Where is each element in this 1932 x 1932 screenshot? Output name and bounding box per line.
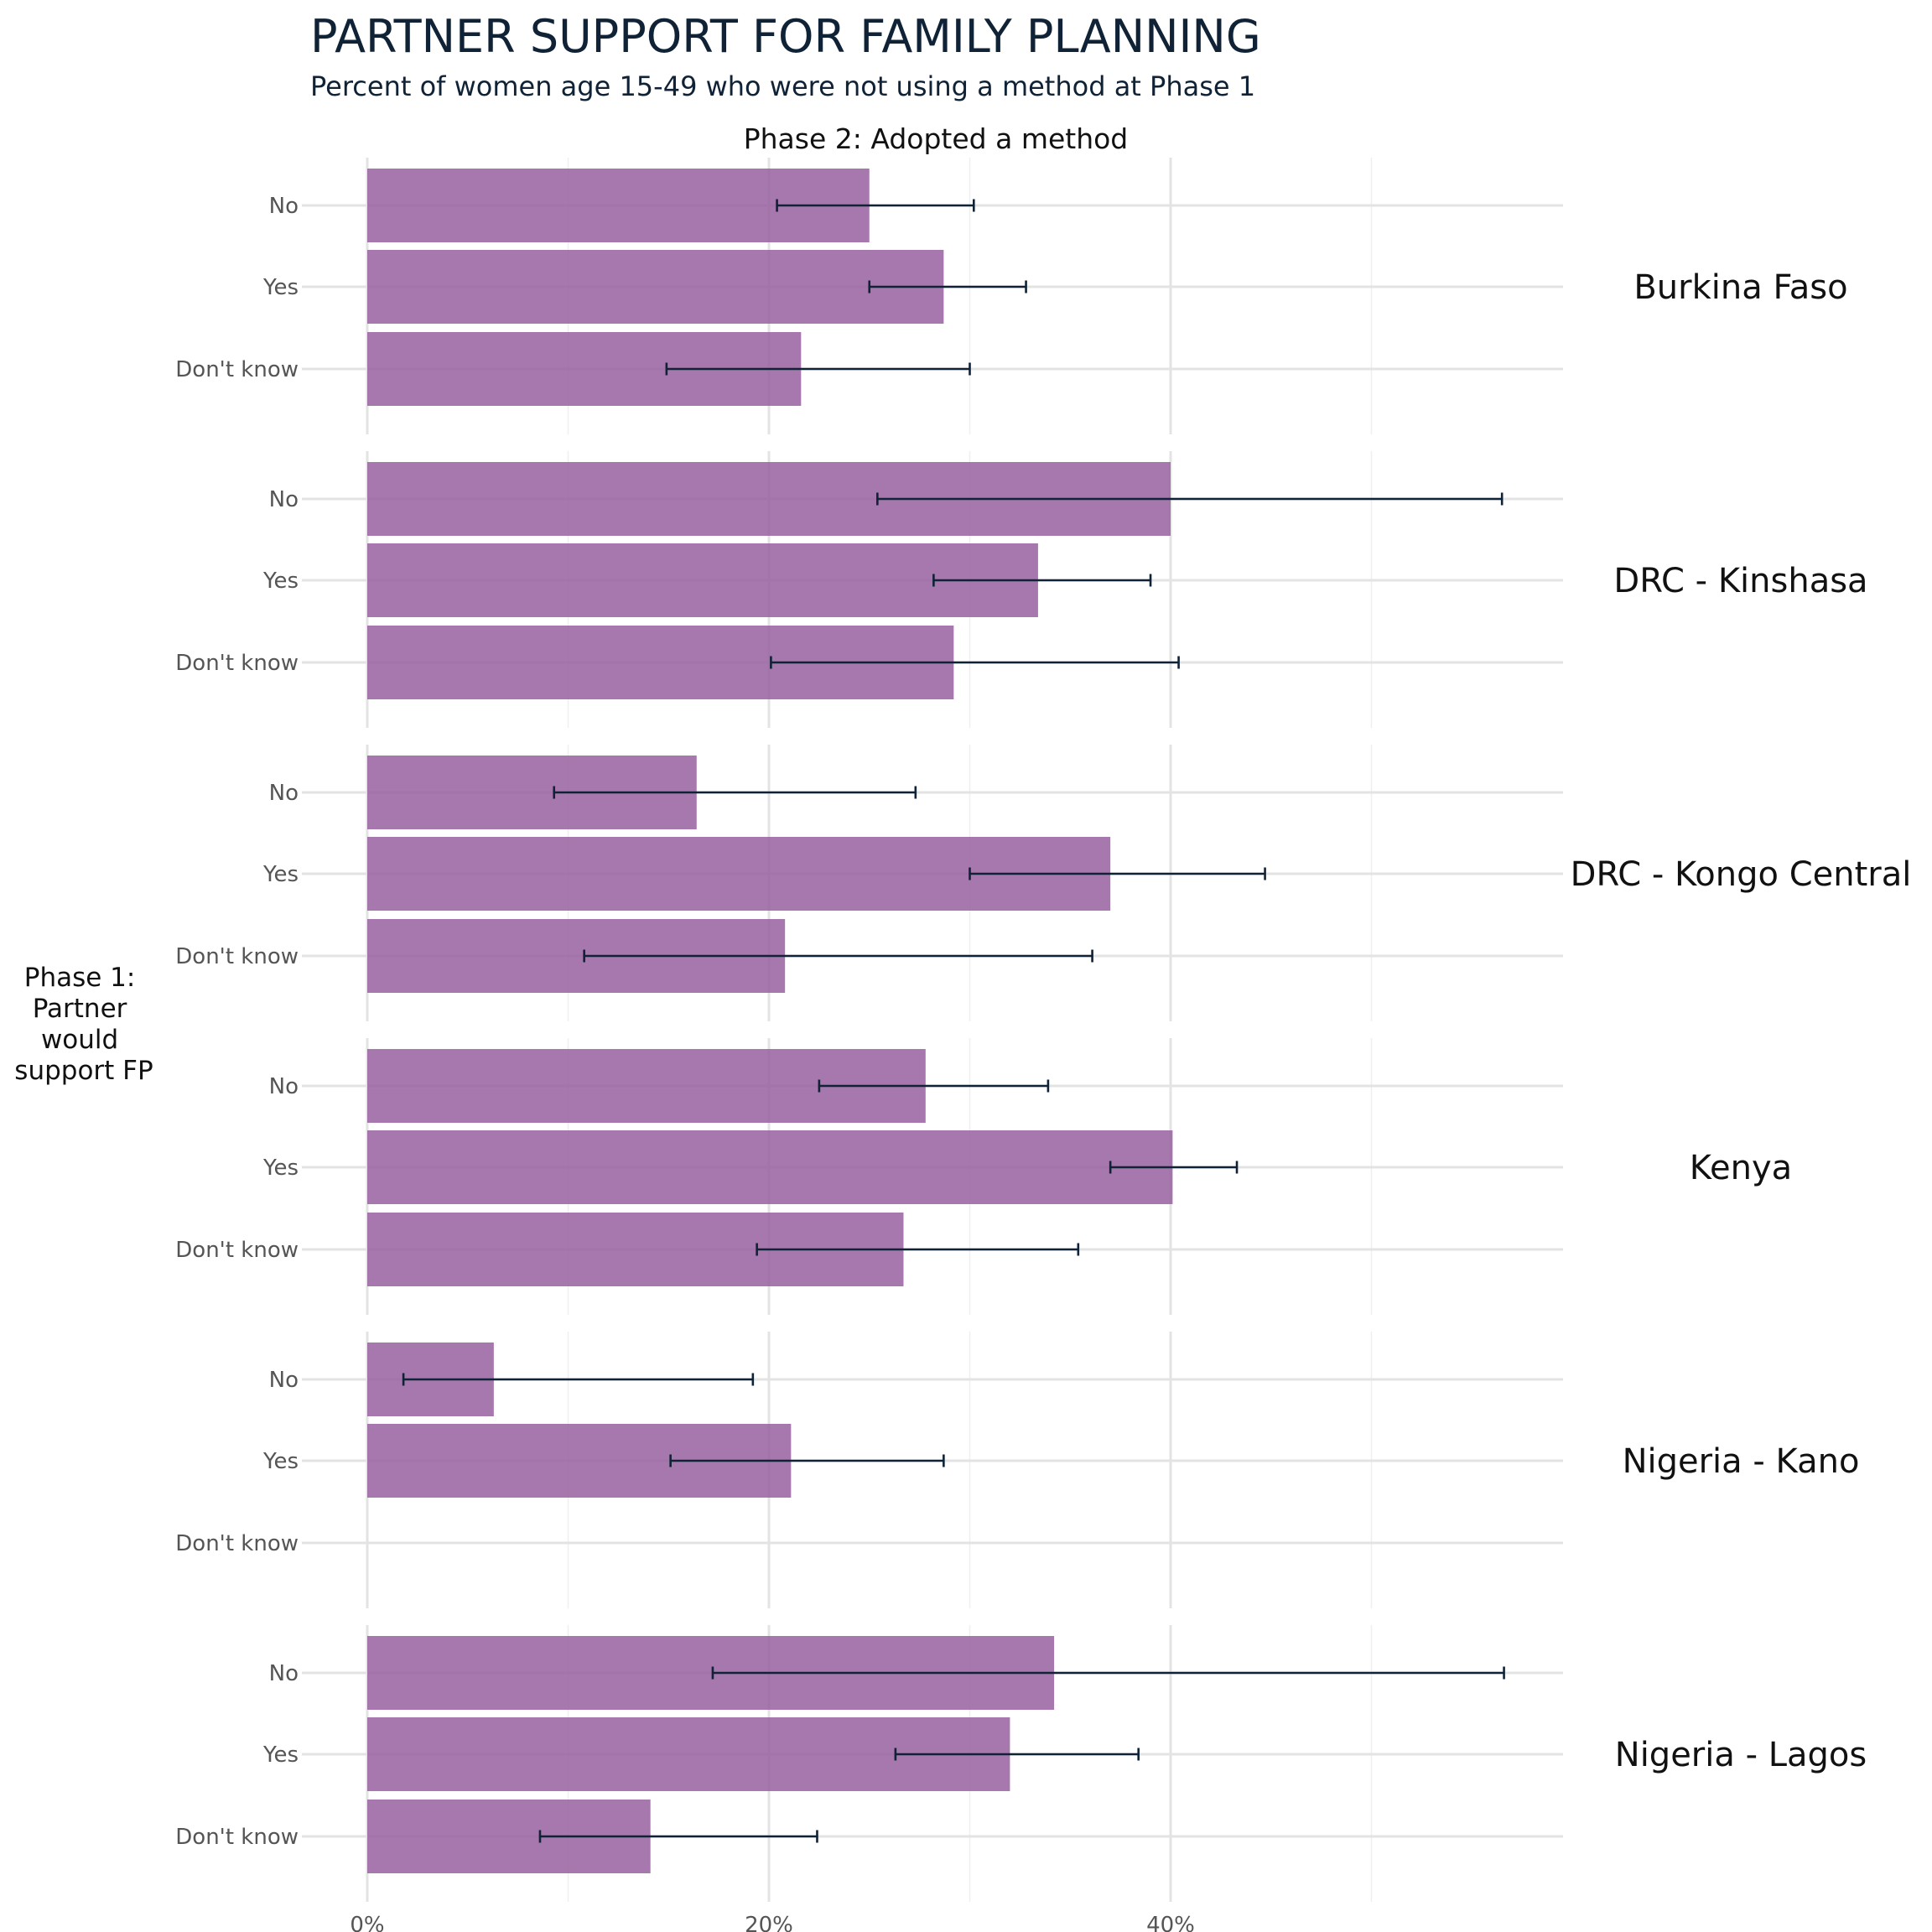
- x-tick-label: 40%: [1146, 1913, 1195, 1932]
- error-bar: [932, 574, 1152, 587]
- error-bar: [776, 199, 975, 212]
- category-label: No: [269, 487, 299, 512]
- strip-label: Burkina Faso: [1633, 268, 1847, 307]
- strip-label: Kenya: [1690, 1149, 1792, 1187]
- panel-nigeria-kano: No Yes Don't know Nigeria - Kano: [175, 1332, 1859, 1608]
- category-label: Yes: [262, 862, 299, 887]
- error-bar: [770, 656, 1180, 669]
- bar-burkina-faso-yes: [367, 250, 944, 324]
- error-bar: [1109, 1161, 1239, 1174]
- x-tick-label: 20%: [745, 1913, 793, 1932]
- bar-drc-kinshasa-yes: [367, 543, 1038, 617]
- error-bar: [553, 786, 917, 799]
- chart-subtitle: Percent of women age 15-49 who were not …: [310, 70, 1255, 102]
- category-label: Don't know: [175, 1531, 299, 1556]
- category-label: No: [269, 1661, 299, 1686]
- category-label: No: [269, 1074, 299, 1099]
- category-label: Don't know: [175, 1825, 299, 1850]
- error-bar: [876, 492, 1504, 506]
- x-tick-label: 0%: [350, 1913, 384, 1932]
- y-axis-label-line-1: Phase 1:: [24, 963, 136, 993]
- category-label: Yes: [262, 1449, 299, 1474]
- y-axis-label-line-3: would: [41, 1025, 118, 1055]
- category-label: Don't know: [175, 1238, 299, 1263]
- bar-kenya-yes: [367, 1130, 1173, 1204]
- error-bar: [756, 1243, 1080, 1256]
- facet-title: Phase 2: Adopted a method: [744, 122, 1129, 155]
- strip-label: DRC - Kongo Central: [1571, 855, 1912, 894]
- y-axis-label-line-4: support FP: [14, 1056, 153, 1086]
- panel-nigeria-lagos: No Yes Don't know Nigeria - Lagos: [175, 1625, 1867, 1902]
- error-bar: [402, 1373, 755, 1386]
- error-bar: [969, 867, 1266, 880]
- category-label: Don't know: [175, 357, 299, 382]
- x-axis: 0% 20% 40%: [350, 1913, 1195, 1932]
- chart-panels: No Yes Don't know Burkina Faso No Yes Don't kn…: [175, 158, 1911, 1902]
- error-bar: [818, 1079, 1050, 1093]
- panel-burkina-faso: No Yes Don't know Burkina Faso: [175, 158, 1848, 434]
- category-label: Yes: [262, 569, 299, 594]
- category-label: Don't know: [175, 944, 299, 969]
- category-label: Don't know: [175, 651, 299, 676]
- category-label: Yes: [262, 1742, 299, 1768]
- category-label: No: [269, 781, 299, 806]
- category-label: Yes: [262, 275, 299, 300]
- category-label: No: [269, 1368, 299, 1393]
- error-bar: [711, 1666, 1505, 1680]
- error-bar: [868, 280, 1027, 293]
- category-label: No: [269, 194, 299, 219]
- strip-label: Nigeria - Lagos: [1615, 1736, 1867, 1774]
- error-bar: [583, 949, 1093, 963]
- y-axis-label: Phase 1: Partner would support FP: [14, 963, 153, 1086]
- strip-label: Nigeria - Kano: [1623, 1442, 1860, 1481]
- panel-kenya: No Yes Don't know Kenya: [175, 1038, 1792, 1315]
- category-label: Yes: [262, 1156, 299, 1181]
- error-bar: [894, 1748, 1140, 1761]
- error-bar: [665, 362, 971, 376]
- strip-label: DRC - Kinshasa: [1613, 562, 1867, 600]
- panel-drc-kongo-central: No Yes Don't know DRC - Kongo Central: [175, 745, 1911, 1021]
- error-bar: [669, 1454, 945, 1467]
- chart-title: PARTNER SUPPORT FOR FAMILY PLANNING: [310, 10, 1261, 63]
- y-axis-label-line-2: Partner: [33, 994, 127, 1024]
- error-bar: [538, 1830, 818, 1843]
- panel-drc-kinshasa: No Yes Don't know DRC - Kinshasa: [175, 451, 1868, 728]
